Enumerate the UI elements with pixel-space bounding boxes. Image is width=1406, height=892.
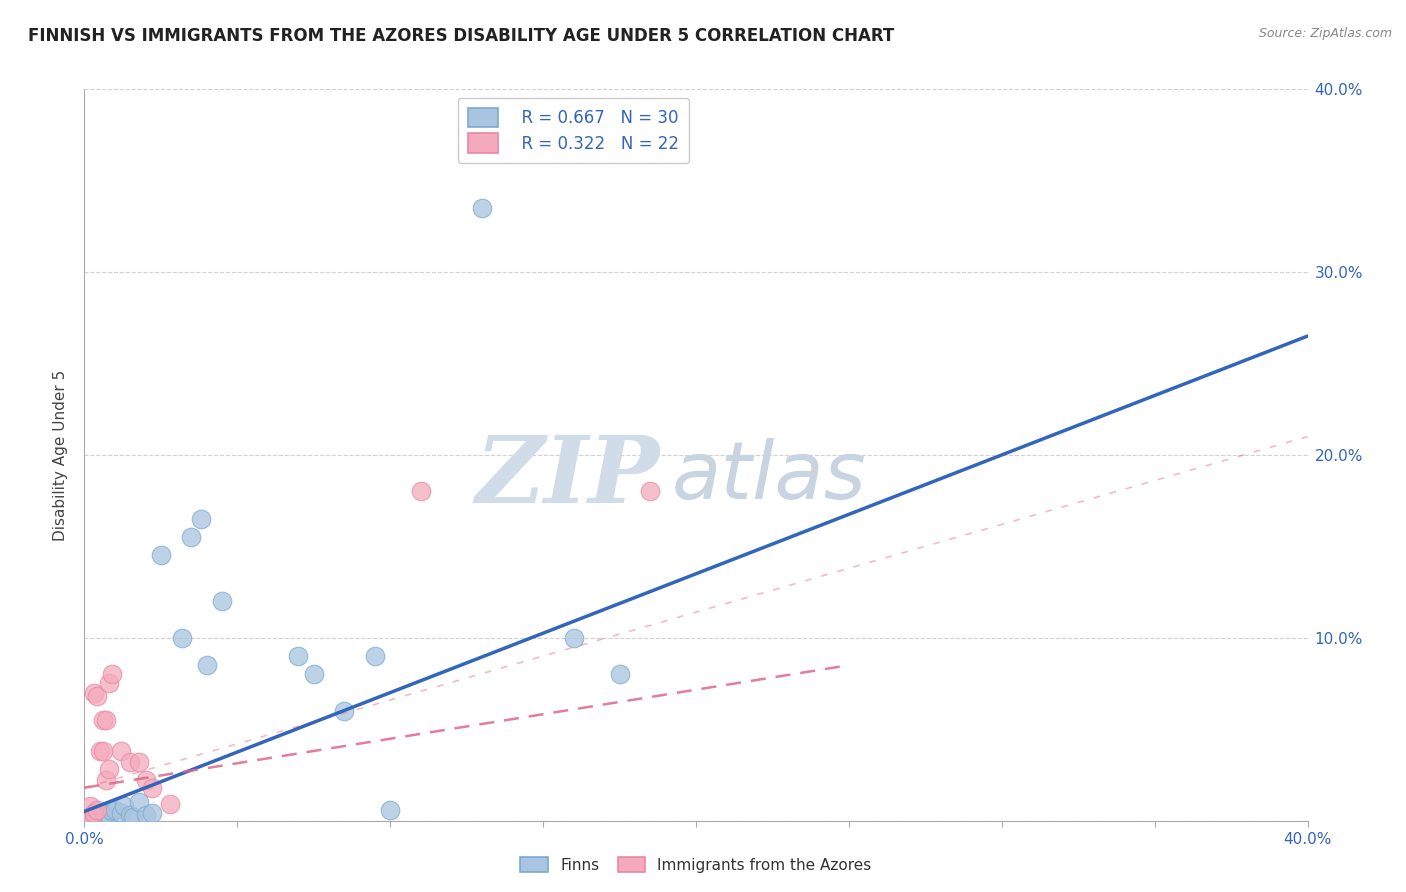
Point	[83, 685, 105, 699]
Point	[101, 805, 124, 819]
Point	[135, 773, 157, 788]
Point	[190, 512, 212, 526]
Point	[86, 803, 108, 817]
Point	[128, 755, 150, 769]
Point	[409, 484, 432, 499]
Point	[120, 808, 142, 822]
Point	[135, 808, 157, 822]
Point	[76, 812, 98, 826]
Point	[287, 649, 309, 664]
Text: atlas: atlas	[672, 438, 866, 516]
Point	[83, 812, 105, 826]
Legend: Finns, Immigrants from the Azores: Finns, Immigrants from the Azores	[515, 851, 877, 879]
Point	[149, 549, 172, 563]
Point	[172, 631, 194, 645]
Point	[94, 773, 117, 788]
Point	[141, 806, 163, 821]
Point	[101, 667, 124, 681]
Point	[79, 810, 101, 824]
Point	[91, 744, 114, 758]
Point	[609, 667, 631, 681]
Point	[76, 812, 98, 826]
Point	[380, 803, 402, 817]
Point	[97, 808, 120, 822]
Text: FINNISH VS IMMIGRANTS FROM THE AZORES DISABILITY AGE UNDER 5 CORRELATION CHART: FINNISH VS IMMIGRANTS FROM THE AZORES DI…	[28, 27, 894, 45]
Point	[333, 704, 356, 718]
Point	[97, 763, 120, 777]
Point	[94, 810, 117, 824]
Point	[110, 744, 132, 758]
Point	[302, 667, 325, 681]
Point	[211, 594, 233, 608]
Point	[83, 806, 105, 821]
Point	[180, 530, 202, 544]
Point	[364, 649, 387, 664]
Point	[471, 201, 494, 215]
Point	[91, 713, 114, 727]
Text: ZIP: ZIP	[475, 432, 659, 522]
Point	[94, 713, 117, 727]
Point	[141, 780, 163, 795]
Point	[195, 658, 218, 673]
Point	[159, 797, 181, 812]
Point	[128, 796, 150, 810]
Text: Source: ZipAtlas.com: Source: ZipAtlas.com	[1258, 27, 1392, 40]
Point	[638, 484, 661, 499]
Point	[91, 806, 114, 821]
Point	[86, 690, 108, 704]
Point	[89, 744, 111, 758]
Point	[79, 799, 101, 814]
Point	[122, 810, 145, 824]
Point	[110, 806, 132, 821]
Point	[120, 755, 142, 769]
Point	[97, 676, 120, 690]
Point	[89, 808, 111, 822]
Point	[562, 631, 585, 645]
Point	[112, 799, 135, 814]
Y-axis label: Disability Age Under 5: Disability Age Under 5	[53, 369, 69, 541]
Point	[104, 803, 127, 817]
